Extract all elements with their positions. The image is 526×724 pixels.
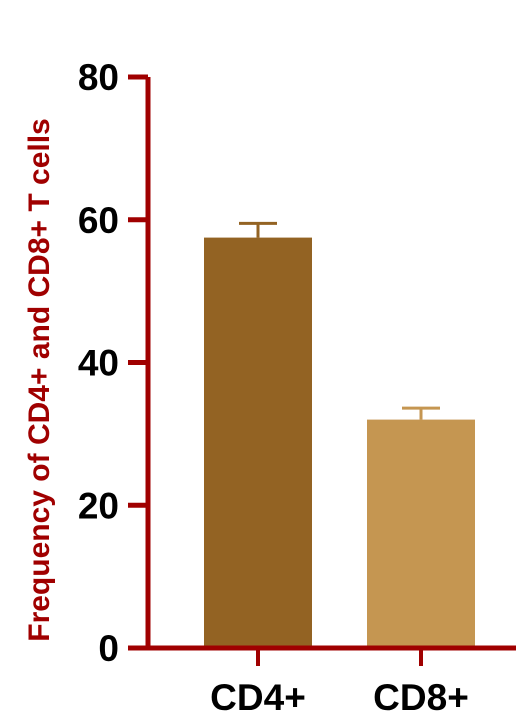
y-tick-label-60: 60 bbox=[78, 200, 119, 241]
y-tick-label-80: 80 bbox=[78, 57, 119, 98]
axes-layer bbox=[128, 74, 516, 666]
y-tick-label-40: 40 bbox=[78, 343, 119, 384]
labels-layer: CD4+ CD8+ 0 20 40 60 80 bbox=[78, 57, 469, 718]
error-bars-layer bbox=[239, 221, 440, 420]
x-tick-label-cd8: CD8+ bbox=[373, 677, 469, 718]
y-tick-label-0: 0 bbox=[98, 628, 119, 669]
x-tick-label-cd4: CD4+ bbox=[210, 677, 306, 718]
y-tick-label-20: 20 bbox=[78, 485, 119, 526]
bars-layer bbox=[204, 237, 475, 648]
y-axis-label: Frequency of CD4+ and CD8+ T cells bbox=[23, 118, 56, 642]
bar-cd8 bbox=[367, 419, 475, 648]
bar-cd4 bbox=[204, 237, 312, 648]
